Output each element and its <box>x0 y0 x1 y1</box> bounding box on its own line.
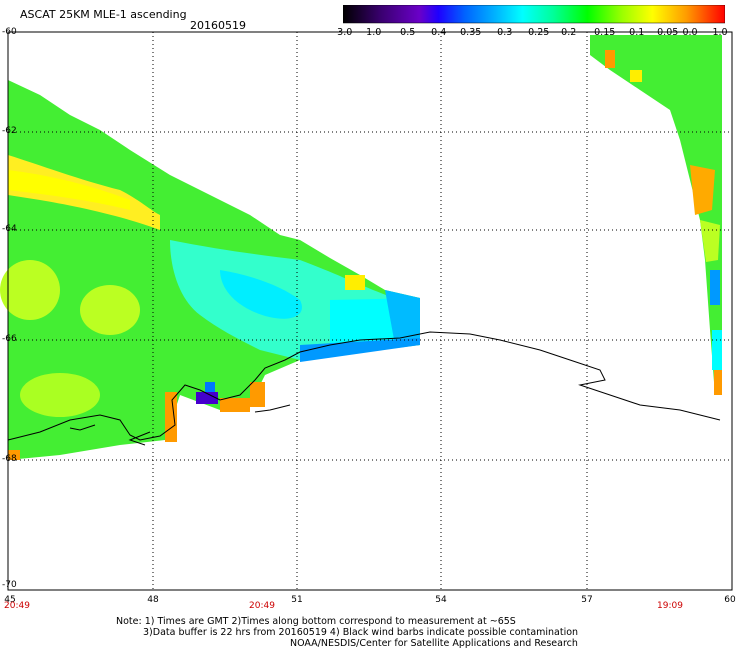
map-title: ASCAT 25KM MLE-1 ascending <box>20 8 187 21</box>
note-line-2: 3)Data buffer is 22 hrs from 20160519 4)… <box>143 627 579 638</box>
colorbar-label: 1.0 <box>712 27 728 38</box>
map-date: 20160519 <box>190 19 246 32</box>
x-tick-label: 48 <box>147 595 159 605</box>
swath-left <box>0 80 420 460</box>
time-label: 20:49 <box>249 601 275 611</box>
colorbar-label: -0.25 <box>524 27 550 38</box>
colorbar-label: -1.0 <box>362 27 382 38</box>
map-frame <box>7 31 733 591</box>
time-label: 19:09 <box>657 601 683 611</box>
grid <box>8 32 732 590</box>
swath-right <box>590 35 722 395</box>
colorbar-label: -0.5 <box>396 27 416 38</box>
colorbar-label: -0.05 <box>653 27 679 38</box>
y-tick-label: -64 <box>2 224 17 234</box>
colorbar-label: -0.2 <box>557 27 577 38</box>
time-label: 20:49 <box>4 601 30 611</box>
x-tick-label: 45 <box>4 595 16 605</box>
colorbar <box>342 4 726 29</box>
y-tick-label: -62 <box>2 126 17 136</box>
x-tick-label: 54 <box>435 595 447 605</box>
colorbar-label: -0.4 <box>427 27 447 38</box>
y-tick-label: -68 <box>2 454 17 464</box>
colorbar-label: -0.3 <box>493 27 513 38</box>
y-tick-label: -66 <box>2 334 17 344</box>
colorbar-label: -0.15 <box>590 27 616 38</box>
x-tick-label: 57 <box>581 595 593 605</box>
x-tick-label: 51 <box>291 595 303 605</box>
colorbar-label: -3.0 <box>333 27 353 38</box>
y-tick-label: -70 <box>2 580 17 590</box>
colorbar-label: 0.0 <box>682 27 698 38</box>
colorbar-label: -0.1 <box>625 27 645 38</box>
coastline <box>7 331 721 446</box>
y-tick-label: -60 <box>2 27 17 37</box>
note-line-1: Note: 1) Times are GMT 2)Times along bot… <box>116 616 516 627</box>
colorbar-label: -0.35 <box>456 27 482 38</box>
x-tick-label: 60 <box>724 595 736 605</box>
note-line-3: NOAA/NESDIS/Center for Satellite Applica… <box>290 638 578 649</box>
